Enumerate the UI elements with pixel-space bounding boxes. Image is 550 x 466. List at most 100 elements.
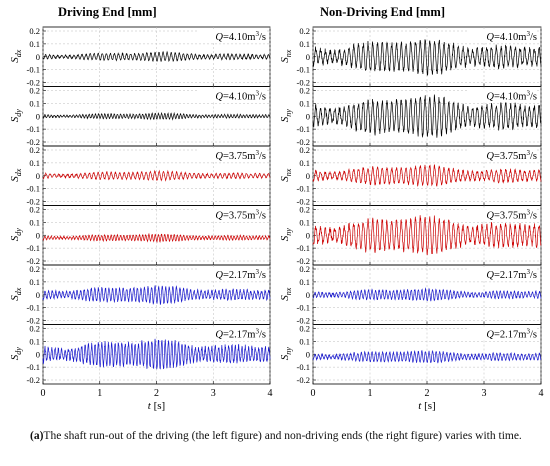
panel: 0.2 0.1 0 -0.1 -0.2 Sny Q=3.75m3/s xyxy=(279,205,542,266)
y-tick-label: -0.1 xyxy=(297,65,310,75)
y-tick-label: 0 xyxy=(36,349,40,359)
x-tick-label: 4 xyxy=(268,388,273,399)
flow-label-bg xyxy=(469,208,537,222)
x-tick-label: 2 xyxy=(154,388,159,399)
caption-label: (a) xyxy=(30,430,44,442)
y-tick-label: 0 xyxy=(36,52,40,62)
flow-label: Q=3.75m3/s xyxy=(486,209,537,222)
y-axis-label: Sdx xyxy=(9,287,23,301)
x-tick-label: 0 xyxy=(311,388,316,399)
x-axis-label: t [s] xyxy=(148,400,165,412)
flow-label: Q=3.75m3/s xyxy=(215,209,266,222)
series-line xyxy=(42,111,271,121)
y-axis-label: Sny xyxy=(279,228,293,242)
y-axis-label: Snx xyxy=(279,287,293,301)
x-axis-label: t [s] xyxy=(418,400,435,412)
panel: 0.2 0.1 0 -0.1 -0.2 Sdx Q=4.10m3/s xyxy=(9,26,271,88)
y-tick-label: -0.2 xyxy=(27,375,40,385)
chart-driving-end: Driving End [mm] 0.2 0.1 0 -0.1 -0.2 Sdx Q=4.10… xyxy=(9,5,273,412)
flow-label: Q=4.10m3/s xyxy=(486,30,537,43)
y-tick-label: -0.2 xyxy=(27,316,40,326)
y-axis-label: Sny xyxy=(279,109,293,123)
series-line xyxy=(312,39,542,76)
y-tick-label: 0.2 xyxy=(299,264,310,274)
panel: 0.2 0.1 0 -0.1 -0.2 Sny Q=4.10m3/s xyxy=(279,86,542,147)
flow-label-bg xyxy=(198,30,266,43)
flow-label: Q=2.17m3/s xyxy=(215,328,266,341)
y-tick-label: 0.1 xyxy=(29,39,40,49)
flow-label-bg xyxy=(198,268,266,281)
y-tick-label: 0.1 xyxy=(29,277,40,287)
y-tick-label: -0.1 xyxy=(27,243,40,253)
flow-label: Q=3.75m3/s xyxy=(486,149,537,162)
y-tick-label: 0.1 xyxy=(299,39,310,49)
flow-label: Q=2.17m3/s xyxy=(486,268,537,281)
panel: 0.2 0.1 0 -0.1 -0.2 Sdy Q=2.17m3/s xyxy=(9,324,271,385)
y-axis-label: Sdy xyxy=(9,228,23,242)
flow-label-bg xyxy=(198,327,266,341)
y-tick-label: -0.1 xyxy=(27,65,40,75)
y-tick-label: -0.2 xyxy=(297,137,310,147)
y-tick-label: -0.2 xyxy=(297,197,310,207)
y-tick-label: 0.2 xyxy=(29,324,40,334)
y-tick-label: -0.1 xyxy=(297,243,310,253)
y-tick-label: -0.1 xyxy=(297,124,310,134)
y-tick-label: 0.2 xyxy=(29,205,40,215)
y-tick-label: 0.1 xyxy=(299,336,310,346)
y-axis-label: Sdy xyxy=(9,109,23,123)
flow-label-bg xyxy=(198,208,266,222)
flow-label: Q=4.10m3/s xyxy=(215,90,266,103)
y-tick-label: 0.1 xyxy=(29,217,40,227)
flow-label-bg xyxy=(469,149,537,162)
y-tick-label: -0.1 xyxy=(297,303,310,313)
panel: 0.2 0.1 0 -0.1 -0.2 Snx Q=3.75m3/s xyxy=(279,145,542,207)
y-tick-label: 0.2 xyxy=(299,324,310,334)
chart-title: Driving End [mm] xyxy=(58,5,157,19)
series-line xyxy=(312,215,542,256)
series-line xyxy=(312,94,542,138)
y-tick-label: -0.1 xyxy=(27,303,40,313)
y-tick-label: 0 xyxy=(306,171,310,181)
y-tick-label: 0 xyxy=(306,230,310,240)
y-tick-label: 0 xyxy=(36,171,40,181)
panel: 0.2 0.1 0 -0.1 -0.2 Sdx Q=2.17m3/s xyxy=(9,264,271,326)
y-tick-label: -0.2 xyxy=(27,137,40,147)
flow-label-bg xyxy=(198,149,266,162)
y-tick-label: 0 xyxy=(306,111,310,121)
y-tick-label: 0 xyxy=(306,349,310,359)
y-tick-label: -0.1 xyxy=(27,184,40,194)
y-tick-label: -0.1 xyxy=(297,362,310,372)
panel: 0.2 0.1 0 -0.1 -0.2 Sdy Q=3.75m3/s xyxy=(9,205,271,266)
series-line xyxy=(42,232,271,244)
y-axis-label: Snx xyxy=(279,168,293,182)
y-axis-label: Snx xyxy=(279,49,293,63)
flow-label: Q=2.17m3/s xyxy=(215,268,266,281)
caption-text: The shaft run-out of the driving (the le… xyxy=(43,430,522,442)
flow-label: Q=4.10m3/s xyxy=(215,30,266,43)
series-line xyxy=(312,349,542,364)
y-tick-label: 0.2 xyxy=(29,86,40,96)
y-axis-label: Sdx xyxy=(9,49,23,63)
y-axis-label: Sny xyxy=(279,347,293,361)
y-tick-label: -0.1 xyxy=(27,124,40,134)
y-tick-label: -0.1 xyxy=(27,362,40,372)
y-tick-label: -0.2 xyxy=(297,316,310,326)
panel: 0.2 0.1 0 -0.1 -0.2 Sdy Q=4.10m3/s xyxy=(9,86,271,147)
y-tick-label: 0.2 xyxy=(299,26,310,36)
y-tick-label: 0.2 xyxy=(299,86,310,96)
panel: 0.2 0.1 0 -0.1 -0.2 Snx Q=2.17m3/s xyxy=(279,264,542,326)
flow-label: Q=3.75m3/s xyxy=(215,149,266,162)
panel: 0.2 0.1 0 -0.1 -0.2 Sdx Q=3.75m3/s xyxy=(9,145,271,207)
y-tick-label: 0.1 xyxy=(299,277,310,287)
y-tick-label: 0.1 xyxy=(299,98,310,108)
chart-title: Non-Driving End [mm] xyxy=(320,5,445,19)
panel: 0.2 0.1 0 -0.1 -0.2 Sny Q=2.17m3/s xyxy=(279,324,542,385)
y-tick-label: 0 xyxy=(36,290,40,300)
flow-label: Q=2.17m3/s xyxy=(486,328,537,341)
y-tick-label: 0 xyxy=(306,290,310,300)
y-tick-label: -0.2 xyxy=(297,256,310,266)
y-tick-label: 0 xyxy=(36,230,40,240)
x-tick-label: 1 xyxy=(368,388,373,399)
y-tick-label: 0.2 xyxy=(29,264,40,274)
flow-label-bg xyxy=(198,89,266,103)
